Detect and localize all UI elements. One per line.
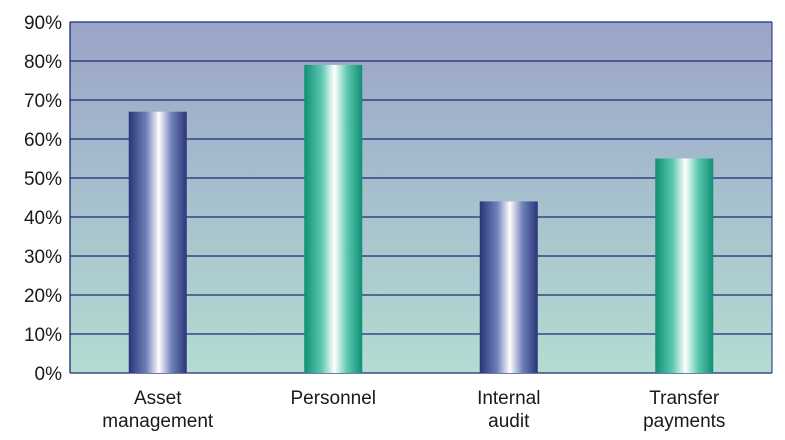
- x-category-label: Internal audit: [477, 388, 540, 432]
- y-tick-label: 30%: [24, 247, 62, 268]
- gridlines: [69, 21, 773, 374]
- bar: [479, 201, 538, 373]
- x-category-label: Transfer payments: [643, 388, 725, 432]
- y-tick-label: 40%: [24, 208, 62, 229]
- bar: [655, 158, 714, 373]
- x-axis-category-labels: Asset management Personnel Internal audit Tra…: [102, 388, 725, 432]
- x-category-label: Personnel: [290, 388, 376, 409]
- y-tick-label: 90%: [24, 13, 62, 34]
- y-tick-label: 60%: [24, 130, 62, 151]
- y-tick-label: 0%: [35, 364, 63, 385]
- x-category-label: Asset management: [102, 388, 214, 432]
- y-tick-label: 10%: [24, 325, 62, 346]
- bar: [304, 64, 363, 374]
- bar: [128, 111, 187, 373]
- y-axis-tick-labels: 0% 10% 20% 30% 40% 50% 60% 70% 80% 90%: [24, 13, 62, 385]
- bars: [128, 64, 714, 374]
- y-tick-label: 20%: [24, 286, 62, 307]
- y-tick-label: 50%: [24, 169, 62, 190]
- y-tick-label: 80%: [24, 52, 62, 73]
- y-tick-label: 70%: [24, 91, 62, 112]
- plot-area: [70, 22, 772, 373]
